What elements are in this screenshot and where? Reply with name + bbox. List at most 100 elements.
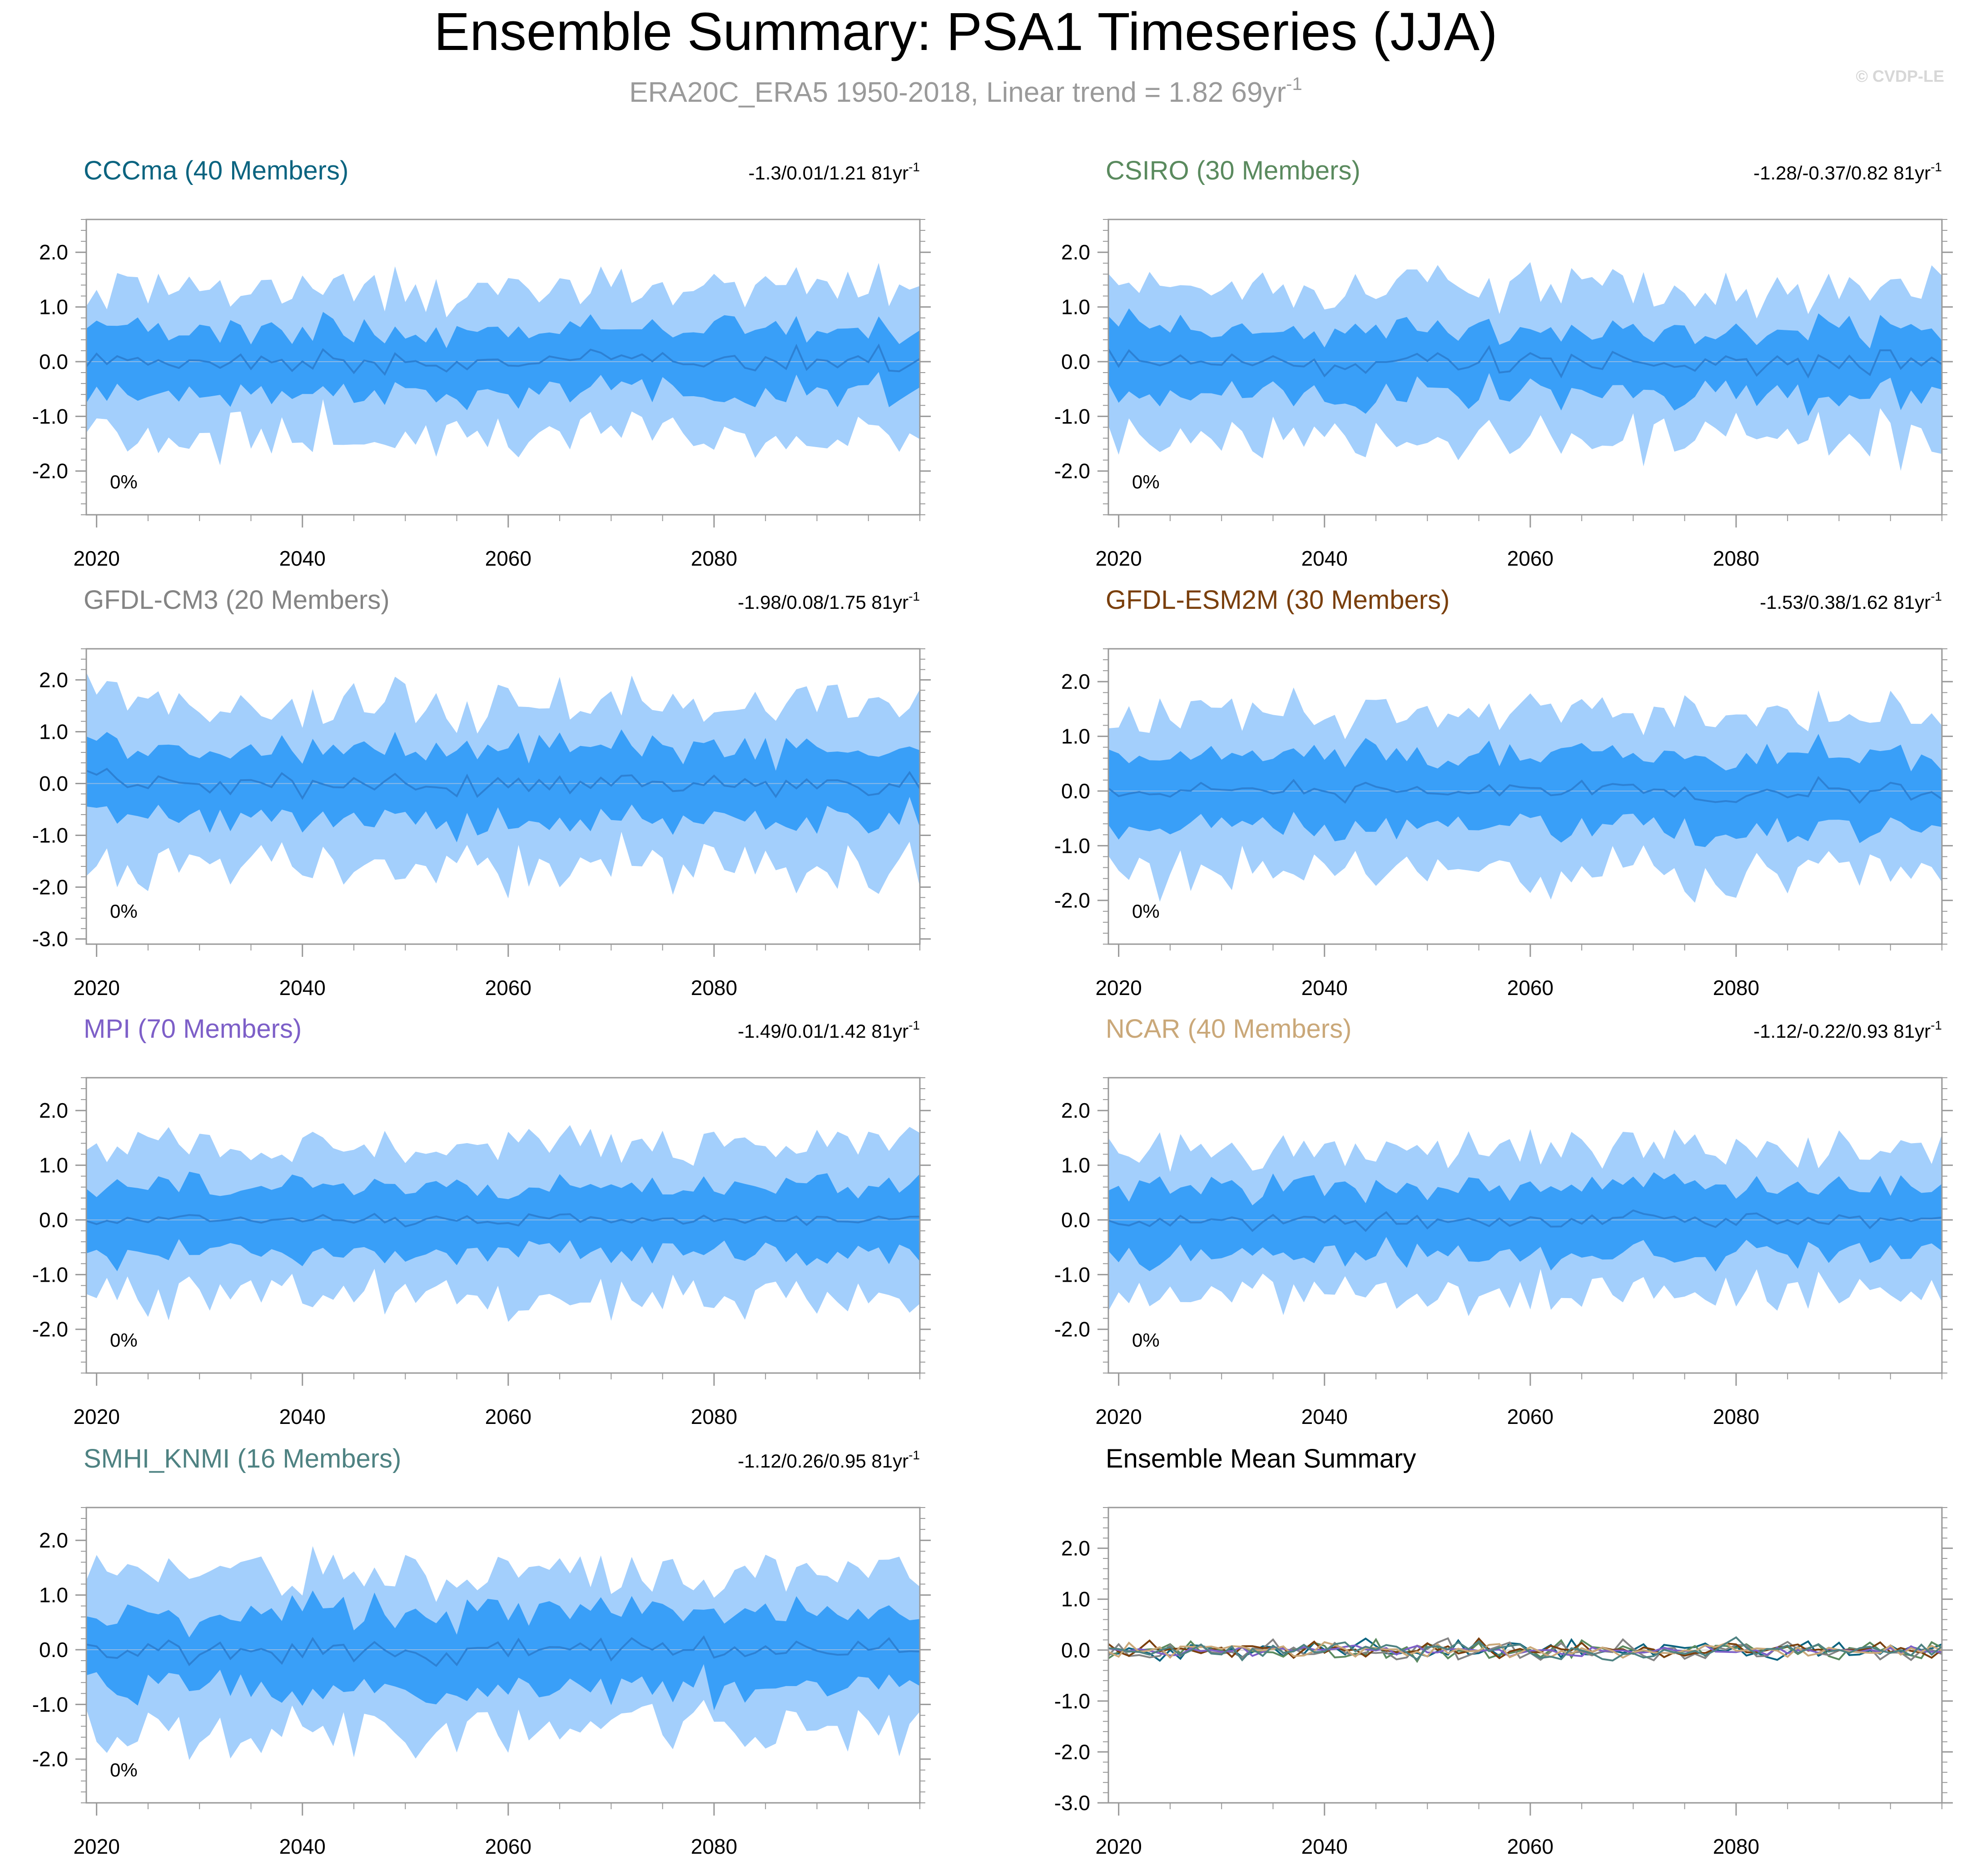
plot-frame (85, 219, 921, 516)
y-tick-label: 0.0 (1061, 1208, 1090, 1232)
plot-frame (1107, 219, 1943, 516)
x-tick-label: 2040 (1301, 1405, 1348, 1428)
y-tick-label: 2.0 (39, 668, 68, 692)
x-tick-label: 2080 (691, 1405, 737, 1428)
x-tick-label: 2080 (691, 547, 737, 570)
x-tick-label: 2020 (73, 1835, 119, 1858)
x-tick-label: 2040 (279, 547, 326, 570)
y-tick-label: 0.0 (1061, 1638, 1090, 1662)
x-tick-label: 2020 (1095, 976, 1142, 1000)
panel-title: GFDL-ESM2M (30 Members) (1106, 585, 1450, 615)
series-line-smhi_knmi (1108, 1636, 1943, 1662)
panel-3: GFDL-CM3 (20 Members) -1.98/0.08/1.75 81y… (32, 585, 931, 1000)
x-tick-label: 2020 (73, 547, 119, 570)
trend-label: -1.49/0.01/1.42 81yr-1 (738, 1018, 920, 1042)
y-tick-label: 0.0 (1061, 350, 1090, 373)
y-tick-label: -1.0 (32, 404, 68, 428)
plot-frame (85, 1077, 921, 1374)
panel-title: GFDL-CM3 (20 Members) (84, 585, 390, 615)
inner-range-band (1108, 1172, 1942, 1272)
y-tick-label: -1.0 (1054, 1689, 1090, 1713)
x-tick-label: 2080 (1713, 1405, 1759, 1428)
x-tick-label: 2060 (485, 547, 531, 570)
x-tick-label: 2060 (1507, 1835, 1554, 1858)
percent-label: 0% (110, 1759, 138, 1781)
y-tick-label: 1.0 (1061, 1154, 1090, 1177)
y-tick-label: 2.0 (1061, 1099, 1090, 1122)
inner-range-band (1108, 308, 1942, 416)
watermark: © CVDP-LE (1856, 67, 1944, 85)
panel-4: GFDL-ESM2M (30 Members) -1.53/0.38/1.62 8… (1054, 585, 1953, 1000)
x-tick-label: 2020 (1095, 547, 1142, 570)
x-tick-label: 2080 (691, 976, 737, 1000)
panel-title: NCAR (40 Members) (1106, 1014, 1351, 1044)
y-tick-label: -2.0 (32, 876, 68, 899)
y-tick-label: 1.0 (1061, 725, 1090, 748)
percent-label: 0% (1132, 471, 1160, 493)
x-tick-label: 2040 (1301, 1835, 1348, 1858)
y-tick-label: 1.0 (39, 295, 68, 319)
x-tick-label: 2060 (485, 1835, 531, 1858)
plot-frame (1107, 648, 1943, 945)
ensemble-mean-line (86, 767, 921, 800)
panel-title: CCCma (40 Members) (84, 156, 348, 185)
y-tick-label: 2.0 (39, 240, 68, 264)
panels: CCCma (40 Members) -1.3/0.01/1.21 81yr-1 0… (32, 156, 1953, 1858)
percent-label: 0% (110, 471, 138, 493)
x-tick-label: 2040 (279, 1405, 326, 1428)
y-tick-label: -2.0 (1054, 459, 1090, 483)
y-tick-label: -1.0 (1054, 404, 1090, 428)
trend-label: -1.53/0.38/1.62 81yr-1 (1760, 589, 1942, 613)
panel-7: SMHI_KNMI (16 Members) -1.12/0.26/0.95 81… (32, 1444, 931, 1858)
inner-range-band (86, 1171, 920, 1271)
percent-label: 0% (110, 901, 138, 922)
trend-label: -1.12/-0.22/0.93 81yr-1 (1753, 1018, 1942, 1042)
x-tick-label: 2040 (1301, 976, 1348, 1000)
y-tick-label: 0.0 (39, 1208, 68, 1232)
panel-2: CSIRO (30 Members) -1.28/-0.37/0.82 81yr-… (1054, 156, 1953, 570)
panel-title: SMHI_KNMI (16 Members) (84, 1444, 401, 1473)
x-tick-label: 2040 (1301, 547, 1348, 570)
ensemble-mean-line (85, 343, 921, 376)
x-tick-label: 2020 (1095, 1405, 1142, 1428)
x-tick-label: 2080 (1713, 976, 1759, 1000)
x-tick-label: 2040 (279, 976, 326, 1000)
panel-8: Ensemble Mean Summary 2.0 1.0 0.0 -1.0 -2.0 -3… (1054, 1444, 1953, 1858)
ensemble-mean-line (86, 1635, 920, 1667)
panel-title: CSIRO (30 Members) (1106, 156, 1360, 185)
inner-range-band (86, 729, 920, 843)
y-tick-label: 2.0 (39, 1528, 68, 1552)
figure-title: Ensemble Summary: PSA1 Timeseries (JJA) (434, 2, 1498, 62)
y-tick-label: -1.0 (32, 1692, 68, 1716)
y-tick-label: 0.0 (39, 1638, 68, 1662)
y-tick-label: -2.0 (1054, 1318, 1090, 1341)
y-tick-label: 1.0 (39, 720, 68, 743)
percent-label: 0% (1132, 901, 1160, 922)
x-tick-label: 2060 (485, 976, 531, 1000)
inner-range-band (1108, 734, 1942, 847)
y-tick-label: 1.0 (1061, 295, 1090, 319)
plot-frame (85, 648, 921, 945)
y-tick-label: 2.0 (39, 1099, 68, 1122)
panel-1: CCCma (40 Members) -1.3/0.01/1.21 81yr-1 0… (32, 156, 931, 570)
x-tick-label: 2020 (1095, 1835, 1142, 1858)
trend-label: -1.12/0.26/0.95 81yr-1 (738, 1448, 920, 1472)
y-tick-label: 1.0 (39, 1583, 68, 1607)
ensemble-mean-line (1107, 345, 1943, 379)
figure-subtitle: ERA20C_ERA5 1950-2018, Linear trend = 1.… (629, 74, 1302, 108)
ensemble-mean-line (86, 1213, 920, 1228)
y-tick-label: -1.0 (1054, 1263, 1090, 1286)
y-tick-label: -2.0 (1054, 889, 1090, 912)
y-tick-label: -1.0 (32, 824, 68, 847)
percent-label: 0% (1132, 1329, 1160, 1351)
trend-label: -1.28/-0.37/0.82 81yr-1 (1753, 160, 1942, 184)
y-tick-label: -3.0 (1054, 1791, 1090, 1815)
plot-frame (1107, 1507, 1943, 1804)
y-tick-label: -3.0 (32, 927, 68, 951)
y-tick-label: 1.0 (1061, 1587, 1090, 1611)
y-tick-label: -2.0 (32, 1747, 68, 1771)
inner-range-band (86, 312, 920, 410)
y-tick-label: -2.0 (32, 459, 68, 483)
y-tick-label: 0.0 (1061, 779, 1090, 803)
